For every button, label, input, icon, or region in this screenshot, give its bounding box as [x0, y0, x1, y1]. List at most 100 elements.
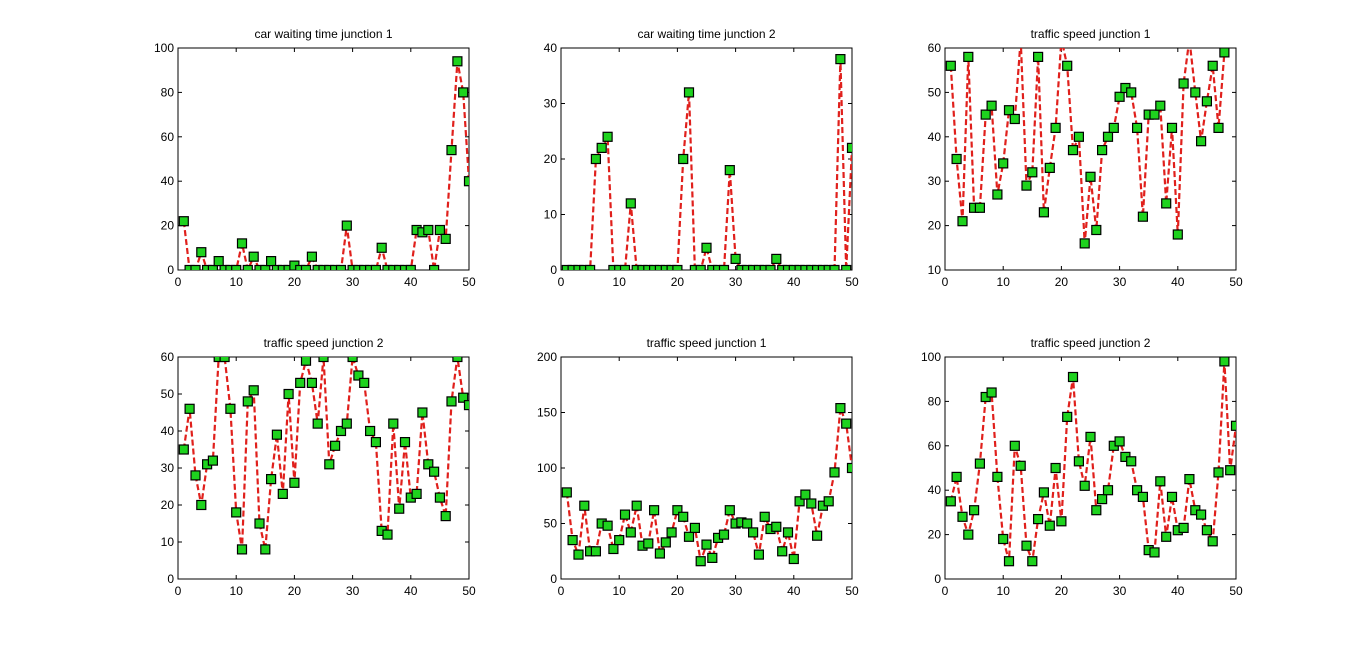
y-tick-label: 40 [928, 130, 942, 144]
data-point [800, 489, 811, 500]
data-point [992, 189, 1003, 200]
x-tick-label: 30 [1113, 584, 1127, 598]
data-point [608, 543, 619, 555]
data-point [643, 538, 654, 549]
data-point [567, 264, 578, 270]
data-point [207, 264, 218, 270]
data-point [423, 459, 434, 470]
chart-panel-3: traffic speed junction 10 10 20 30 40 5010203… [928, 27, 1243, 289]
data-point [1207, 536, 1218, 547]
data-point [196, 247, 207, 258]
y-tick-label: 100 [921, 350, 941, 364]
data-point [759, 264, 770, 270]
y-tick-label: 100 [537, 461, 557, 475]
data-point [225, 403, 236, 414]
data-point [1067, 145, 1079, 156]
data-point [1201, 96, 1213, 107]
data-point [666, 527, 677, 538]
data-point [440, 233, 451, 244]
data-point [1044, 520, 1055, 531]
data-point [1161, 198, 1172, 209]
series-line [566, 59, 852, 270]
data-point [753, 264, 765, 270]
data-point [794, 496, 805, 507]
data-point [399, 264, 411, 270]
y-tick-label: 10 [161, 535, 175, 549]
data-point [1166, 491, 1178, 502]
data-point [666, 264, 677, 270]
data-point [1108, 122, 1119, 134]
data-point [823, 496, 834, 507]
data-point [411, 488, 422, 499]
data-point [742, 518, 753, 529]
x-tick-label: 10 [230, 584, 244, 598]
data-point [458, 392, 469, 403]
y-tick-label: 0 [550, 572, 557, 586]
data-point [672, 264, 683, 270]
data-point [596, 142, 607, 153]
data-point [992, 471, 1003, 482]
data-point [1050, 122, 1061, 134]
data-point [318, 264, 329, 270]
data-point [1114, 436, 1125, 447]
data-point [1213, 122, 1224, 134]
data-point [841, 264, 852, 270]
x-tick-label: 20 [671, 584, 685, 598]
data-point [625, 527, 636, 538]
data-point [747, 527, 759, 538]
data-point [701, 539, 712, 550]
data-point [341, 220, 352, 231]
y-tick-label: 20 [544, 152, 558, 166]
data-point [324, 264, 335, 270]
data-point [771, 253, 782, 264]
data-point [701, 242, 712, 253]
data-point [567, 534, 578, 546]
data-point [359, 264, 370, 270]
data-point [1126, 456, 1137, 467]
x-tick-label: 30 [346, 584, 360, 598]
data-point [759, 511, 770, 522]
data-point [312, 418, 323, 429]
y-tick-label: 20 [928, 219, 942, 233]
data-point [800, 264, 811, 270]
data-point [573, 549, 584, 560]
data-point [561, 264, 572, 270]
data-point [614, 264, 625, 270]
data-point [986, 387, 997, 398]
series-line [565, 407, 852, 566]
data-point [1032, 51, 1044, 63]
data-point [429, 264, 440, 270]
data-point [300, 357, 312, 366]
data-point [986, 100, 997, 111]
data-point [429, 466, 440, 477]
data-point [1073, 456, 1085, 467]
data-point [312, 264, 323, 270]
data-point [388, 418, 399, 429]
x-tick-label: 0 [175, 275, 182, 289]
data-point [1079, 238, 1090, 249]
data-point [1016, 35, 1025, 44]
data-point [678, 153, 689, 165]
data-point [724, 505, 735, 516]
data-point [289, 477, 300, 488]
x-tick-label: 10 [230, 275, 244, 289]
data-point [643, 264, 654, 270]
data-point [388, 264, 399, 270]
data-point [1003, 105, 1015, 116]
data-point [1184, 474, 1195, 485]
data-point [1225, 465, 1236, 476]
data-point [782, 264, 794, 270]
data-point [266, 474, 277, 485]
data-point [1201, 525, 1213, 536]
data-point [846, 462, 852, 474]
data-point [660, 537, 671, 548]
y-tick-label: 40 [544, 41, 558, 55]
data-point [1137, 211, 1149, 222]
data-point [777, 264, 788, 270]
data-point [452, 56, 463, 67]
data-point [1102, 131, 1114, 142]
data-point [631, 500, 642, 511]
data-point [619, 264, 631, 270]
y-tick-label: 100 [154, 41, 174, 55]
data-point [602, 131, 613, 142]
